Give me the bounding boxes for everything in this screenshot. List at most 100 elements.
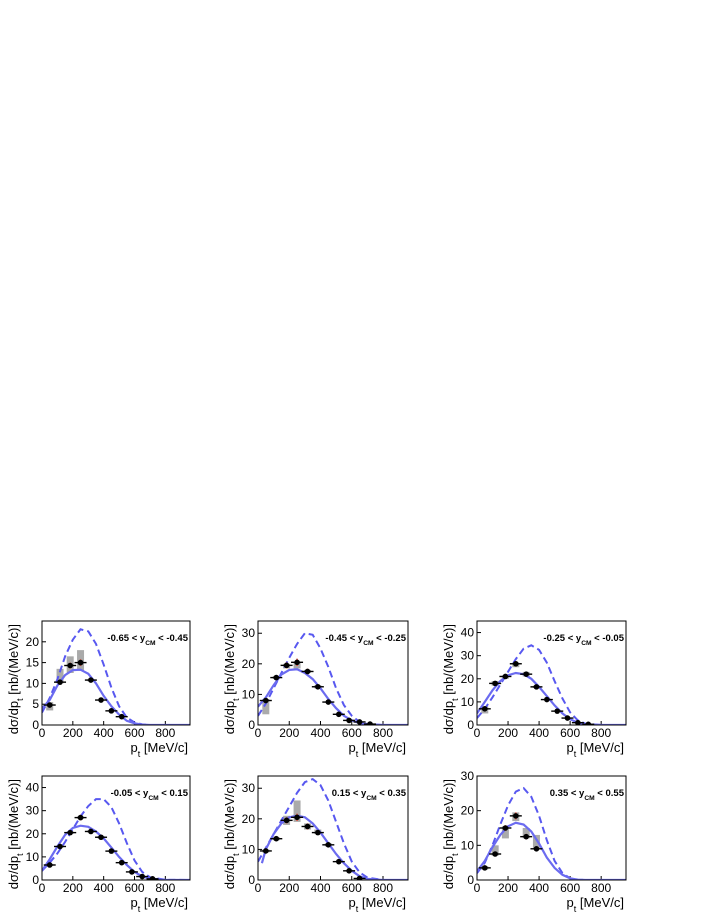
data-point xyxy=(554,708,561,714)
x-axis-title: pt [MeV/c] xyxy=(131,895,188,913)
sys-error-box xyxy=(532,834,540,849)
model-dashed-curve xyxy=(477,644,626,725)
y-axis-title: dσ/dpt [nb/(MeV/c)] xyxy=(222,624,241,734)
rapidity-range-label: -0.05 < yCM < 0.15 xyxy=(111,788,189,802)
plot-frame xyxy=(257,775,409,881)
data-point xyxy=(108,708,115,714)
data-point xyxy=(67,829,74,836)
x-tick-label: 0 xyxy=(255,726,262,740)
data-point xyxy=(544,696,550,703)
data-point xyxy=(523,671,530,677)
data-point xyxy=(346,868,352,874)
sys-error-box xyxy=(491,845,499,856)
data-point xyxy=(263,848,269,854)
data-point xyxy=(46,862,53,868)
data-point xyxy=(492,851,498,857)
data-point xyxy=(356,719,363,725)
data-point xyxy=(513,813,519,819)
plot-frame xyxy=(41,620,191,726)
data-point xyxy=(149,876,156,880)
sys-error-box xyxy=(262,699,270,715)
rapidity-range-label: -0.45 < yCM < -0.25 xyxy=(325,633,406,647)
sys-error-box xyxy=(293,800,301,822)
x-tick-label: 600 xyxy=(124,726,144,740)
y-tick-label: 10 xyxy=(461,838,475,852)
data-point xyxy=(98,834,104,841)
y-tick-label: 20 xyxy=(242,812,256,826)
data-point xyxy=(294,659,300,666)
plot-area xyxy=(42,798,190,880)
data-point xyxy=(283,817,290,824)
x-axis-title: pt [MeV/c] xyxy=(131,740,188,759)
x-tick-label: 400 xyxy=(310,881,330,895)
x-tick-label: 600 xyxy=(560,881,580,895)
data-point xyxy=(263,697,269,704)
x-tick-label: 800 xyxy=(591,726,611,740)
rapidity-range-label: -0.25 < yCM < -0.05 xyxy=(543,633,624,647)
data-point xyxy=(273,835,280,842)
y-tick-label: 0 xyxy=(248,873,255,887)
y-axis-title: dσ/dpt [nb/(MeV/c)] xyxy=(6,624,25,734)
data-point xyxy=(367,721,373,725)
plot-frame xyxy=(257,620,409,726)
x-tick-label: 400 xyxy=(529,881,549,895)
y-axis-title: dσ/dpt [nb/(MeV/c)] xyxy=(441,779,460,889)
x-tick-label: 0 xyxy=(474,881,481,895)
x-tick-label: 400 xyxy=(310,726,330,740)
plot-area xyxy=(477,644,626,725)
x-tick-label: 200 xyxy=(63,726,83,740)
data-point xyxy=(57,843,63,850)
data-point xyxy=(273,674,280,681)
data-point xyxy=(315,829,321,836)
y-axis-title: dσ/dpt [nb/(MeV/c)] xyxy=(222,779,241,889)
data-point xyxy=(88,828,94,835)
x-axis-title: pt [MeV/c] xyxy=(349,895,406,913)
y-tick-label: 20 xyxy=(461,804,475,818)
panel-2: 0 200 400 600 800 0 10 20 30 -0.45 < yCM < -0.25 p… xyxy=(222,620,409,759)
data-point xyxy=(335,858,342,865)
y-tick-label: 10 xyxy=(461,695,475,709)
y-tick-label: 20 xyxy=(26,635,40,649)
model-solid-curve xyxy=(260,814,408,880)
data-point xyxy=(564,715,571,721)
model-dashed-curve xyxy=(42,798,190,880)
x-tick-label: 800 xyxy=(155,726,175,740)
x-tick-label: 600 xyxy=(342,881,362,895)
y-tick-label: 10 xyxy=(26,676,40,690)
y-axis-title: dσ/dpt [nb/(MeV/c)] xyxy=(441,624,460,734)
y-tick-label: 0 xyxy=(32,873,39,887)
panel-4: 0 200 400 600 800 0 10 20 30 40 -0.05 < yCM < 0.15… xyxy=(6,775,191,913)
data-point xyxy=(325,842,332,848)
data-point xyxy=(98,697,104,703)
y-tick-label: 20 xyxy=(461,672,475,686)
data-point xyxy=(88,677,94,683)
plot-area xyxy=(258,777,408,880)
data-point xyxy=(513,660,519,667)
y-tick-label: 0 xyxy=(32,718,39,732)
rapidity-range-label: -0.65 < yCM < -0.45 xyxy=(107,633,188,647)
data-point xyxy=(481,865,488,871)
x-tick-label: 600 xyxy=(342,726,362,740)
y-tick-label: 20 xyxy=(242,657,256,671)
data-point xyxy=(139,873,146,880)
sys-error-box xyxy=(56,668,64,684)
sys-error-box xyxy=(501,826,509,839)
x-tick-label: 0 xyxy=(255,881,262,895)
panel-5: 0 200 400 600 800 0 10 20 30 0.15 < yCM < 0.35 pt … xyxy=(222,775,409,913)
data-point xyxy=(335,711,342,718)
data-point xyxy=(129,869,135,875)
x-axis-title: pt [MeV/c] xyxy=(349,740,406,759)
data-point xyxy=(481,706,488,712)
x-tick-label: 800 xyxy=(591,881,611,895)
y-tick-label: 10 xyxy=(242,842,256,856)
plot-area xyxy=(477,786,626,880)
data-point xyxy=(108,848,115,854)
data-point xyxy=(118,713,125,720)
panel-6: 0 200 400 600 800 0 10 20 30 0.35 < yCM < 0.55 pt … xyxy=(441,769,627,913)
y-tick-label: 30 xyxy=(242,781,256,795)
x-axis-title: pt [MeV/c] xyxy=(567,740,624,759)
y-tick-label: 5 xyxy=(32,697,39,711)
sys-error-box xyxy=(522,828,530,839)
data-point xyxy=(325,699,332,705)
